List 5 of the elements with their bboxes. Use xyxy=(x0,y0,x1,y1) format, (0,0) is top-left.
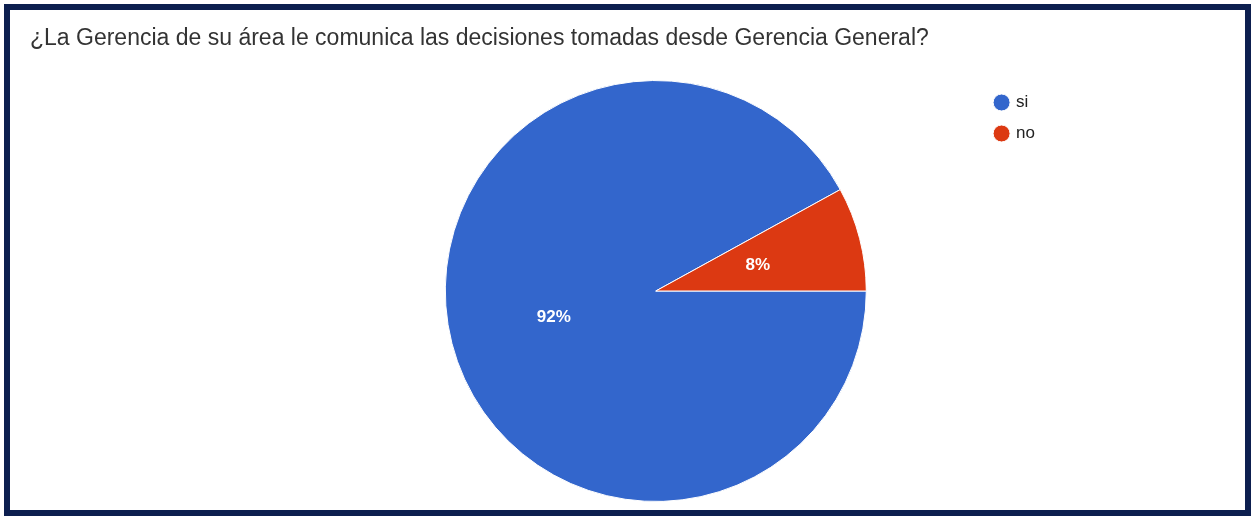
legend-label: no xyxy=(1016,123,1036,143)
data-label: 8% xyxy=(745,254,771,274)
chart-title: ¿La Gerencia de su área le comunica las decisiones tomadas desde Gerencia General? xyxy=(30,24,929,51)
legend-label: si xyxy=(1016,92,1029,112)
data-label: 92% xyxy=(536,306,571,326)
